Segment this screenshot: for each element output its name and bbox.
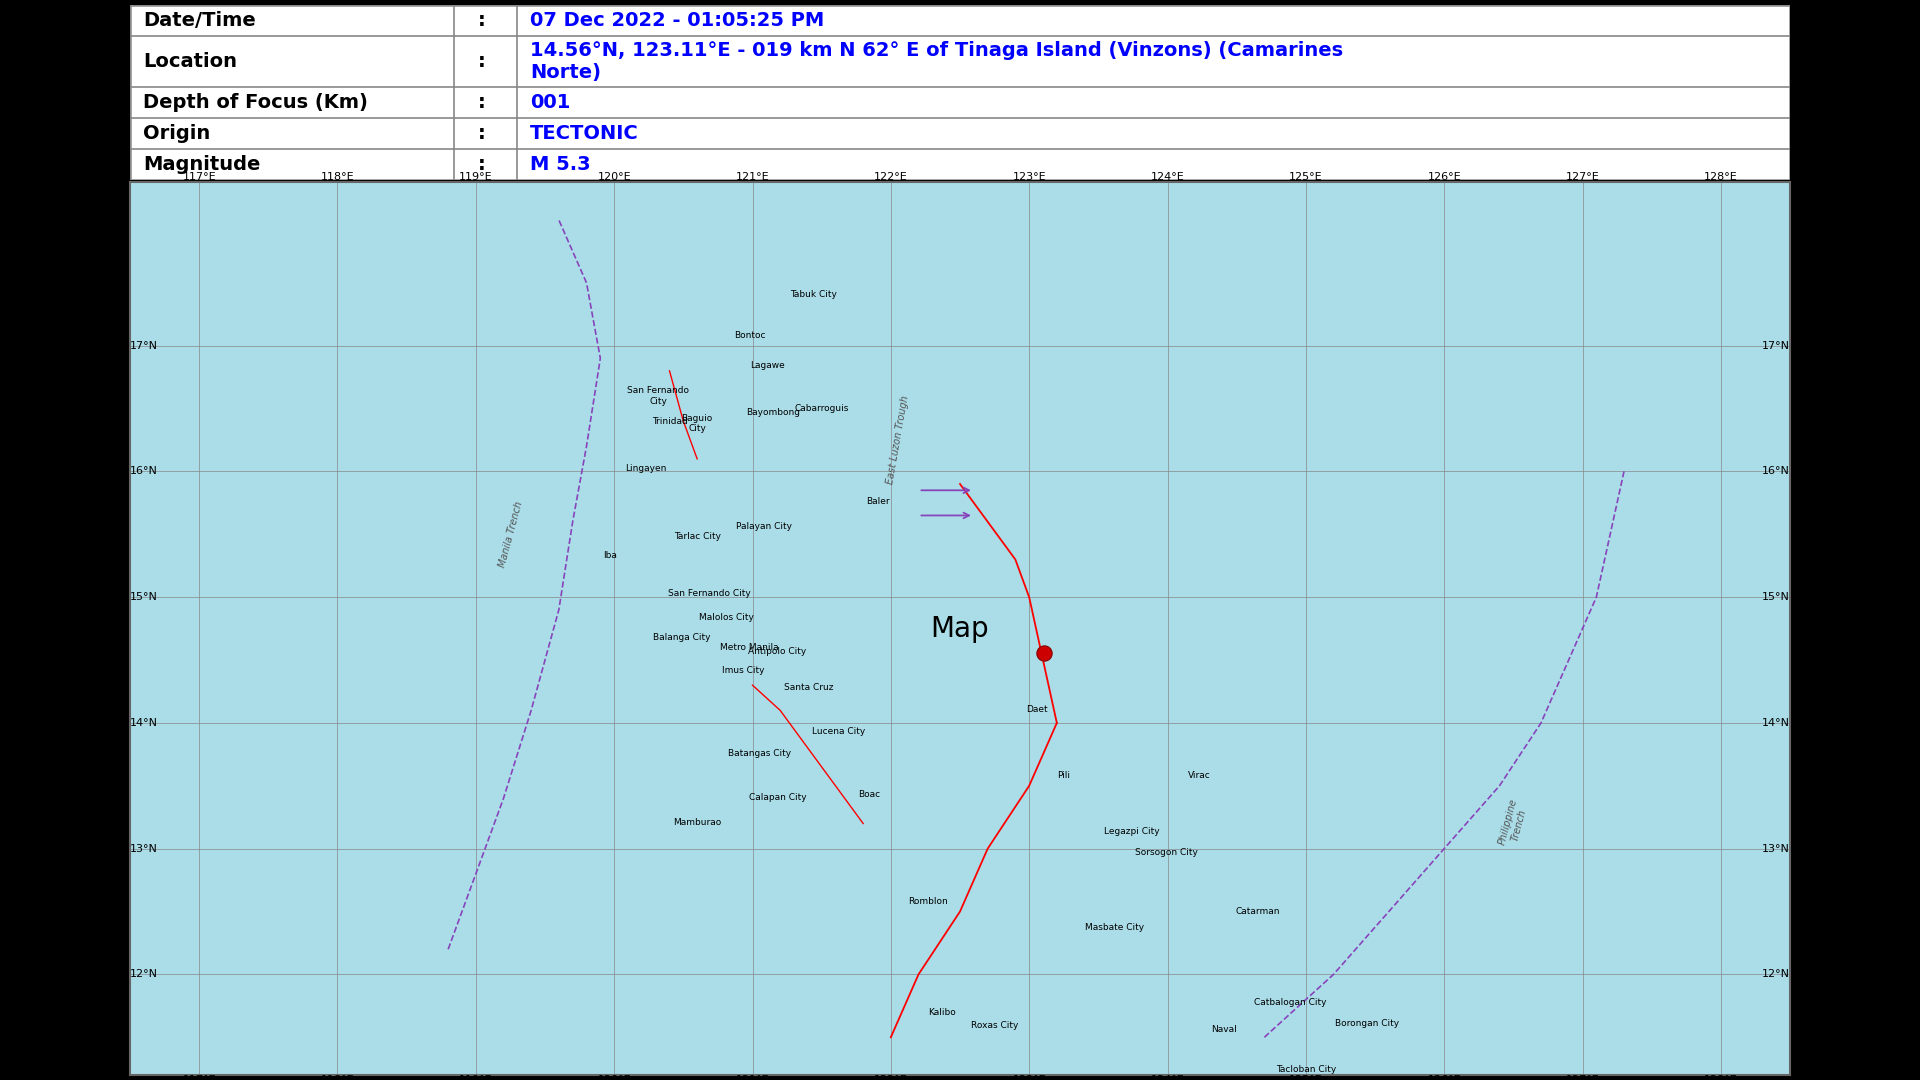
Text: 127°E: 127°E xyxy=(1565,1075,1599,1080)
Text: Virac: Virac xyxy=(1188,771,1212,780)
Text: :: : xyxy=(478,154,486,174)
Text: Romblon: Romblon xyxy=(908,897,948,906)
Text: 121°E: 121°E xyxy=(735,172,770,183)
Text: Kalibo: Kalibo xyxy=(927,1008,956,1016)
Text: 127°E: 127°E xyxy=(1565,172,1599,183)
Text: 117°E: 117°E xyxy=(182,172,215,183)
Text: 122°E: 122°E xyxy=(874,172,908,183)
Text: Cabarroguis: Cabarroguis xyxy=(795,404,849,413)
Text: 119°E: 119°E xyxy=(459,172,493,183)
Text: 124°E: 124°E xyxy=(1150,1075,1185,1080)
Text: Lagawe: Lagawe xyxy=(751,362,785,370)
Text: :: : xyxy=(478,124,486,143)
Text: 12°N: 12°N xyxy=(1763,970,1789,980)
Text: 07 Dec 2022 - 01:05:25 PM: 07 Dec 2022 - 01:05:25 PM xyxy=(530,11,824,30)
Text: 120°E: 120°E xyxy=(597,1075,632,1080)
Text: Date/Time: Date/Time xyxy=(144,11,255,30)
Text: M 5.3: M 5.3 xyxy=(530,154,591,174)
Text: Sorsogon City: Sorsogon City xyxy=(1135,848,1198,856)
Text: Bontoc: Bontoc xyxy=(733,332,766,340)
Text: 13°N: 13°N xyxy=(131,843,157,853)
Text: 120°E: 120°E xyxy=(597,172,632,183)
Text: Naval: Naval xyxy=(1212,1025,1236,1035)
Text: Baguio
City: Baguio City xyxy=(682,414,712,433)
Text: 125°E: 125°E xyxy=(1288,172,1323,183)
Text: 117°E: 117°E xyxy=(182,1075,215,1080)
Text: Legazpi City: Legazpi City xyxy=(1104,826,1160,836)
Text: Calapan City: Calapan City xyxy=(749,793,806,801)
Text: 118°E: 118°E xyxy=(321,172,355,183)
Text: 14°N: 14°N xyxy=(1763,718,1789,728)
Text: Metro Manila: Metro Manila xyxy=(720,643,780,652)
Text: East Luzon Trough: East Luzon Trough xyxy=(885,395,910,485)
Text: 15°N: 15°N xyxy=(1763,592,1789,603)
Text: Tarlac City: Tarlac City xyxy=(674,532,720,541)
Text: 128°E: 128°E xyxy=(1703,172,1738,183)
Text: Malolos City: Malolos City xyxy=(699,612,755,622)
Text: 124°E: 124°E xyxy=(1150,172,1185,183)
Text: 17°N: 17°N xyxy=(1763,340,1789,351)
Text: 118°E: 118°E xyxy=(321,1075,355,1080)
Text: Lingayen: Lingayen xyxy=(626,464,666,473)
Text: 125°E: 125°E xyxy=(1288,1075,1323,1080)
Text: Imus City: Imus City xyxy=(722,665,764,675)
Text: 126°E: 126°E xyxy=(1427,1075,1461,1080)
Text: 001: 001 xyxy=(530,93,570,112)
Text: 12°N: 12°N xyxy=(131,970,157,980)
Text: Batangas City: Batangas City xyxy=(728,748,791,757)
Text: 122°E: 122°E xyxy=(874,1075,908,1080)
Text: Roxas City: Roxas City xyxy=(972,1022,1018,1030)
Text: Location: Location xyxy=(144,52,238,71)
Text: Bayombong: Bayombong xyxy=(747,408,801,417)
Text: Map: Map xyxy=(931,615,989,643)
Text: 16°N: 16°N xyxy=(131,467,157,476)
Text: 16°N: 16°N xyxy=(1763,467,1789,476)
Text: Iba: Iba xyxy=(603,551,616,561)
Text: :: : xyxy=(478,93,486,112)
Text: Santa Cruz: Santa Cruz xyxy=(785,684,833,692)
Text: Palayan City: Palayan City xyxy=(735,523,791,531)
Text: Magnitude: Magnitude xyxy=(144,154,261,174)
Text: 13°N: 13°N xyxy=(1763,843,1789,853)
Text: Depth of Focus (Km): Depth of Focus (Km) xyxy=(144,93,369,112)
Text: Tacloban City: Tacloban City xyxy=(1275,1066,1336,1075)
Text: Pili: Pili xyxy=(1058,771,1069,780)
Text: Catarman: Catarman xyxy=(1235,907,1279,916)
Text: Philippine
Trench: Philippine Trench xyxy=(1498,798,1530,849)
Text: Daet: Daet xyxy=(1027,704,1048,714)
Text: :: : xyxy=(478,11,486,30)
Text: Mamburao: Mamburao xyxy=(674,818,722,827)
Text: 126°E: 126°E xyxy=(1427,172,1461,183)
Text: 121°E: 121°E xyxy=(735,1075,770,1080)
Text: Manila Trench: Manila Trench xyxy=(497,500,524,568)
Text: Masbate City: Masbate City xyxy=(1085,923,1144,932)
Text: TECTONIC: TECTONIC xyxy=(530,124,639,143)
Text: 14°N: 14°N xyxy=(131,718,157,728)
Text: 119°E: 119°E xyxy=(459,1075,493,1080)
Text: Lucena City: Lucena City xyxy=(812,727,864,737)
Text: Balanga City: Balanga City xyxy=(653,633,710,642)
Text: Baler: Baler xyxy=(866,497,889,507)
Text: 123°E: 123°E xyxy=(1012,1075,1046,1080)
Text: 15°N: 15°N xyxy=(131,592,157,603)
Text: Trinidad: Trinidad xyxy=(651,417,687,426)
Text: San Fernando City: San Fernando City xyxy=(668,589,751,598)
Text: 123°E: 123°E xyxy=(1012,172,1046,183)
Text: San Fernando
City: San Fernando City xyxy=(628,387,689,406)
Text: Catbalogan City: Catbalogan City xyxy=(1254,998,1327,1007)
Text: :: : xyxy=(478,52,486,71)
Text: Boac: Boac xyxy=(858,791,879,799)
Text: Tabuk City: Tabuk City xyxy=(789,289,837,299)
Text: 14.56°N, 123.11°E - 019 km N 62° E of Tinaga Island (Vinzons) (Camarines: 14.56°N, 123.11°E - 019 km N 62° E of Ti… xyxy=(530,41,1344,59)
Text: Origin: Origin xyxy=(144,124,211,143)
Text: 128°E: 128°E xyxy=(1703,1075,1738,1080)
Text: Borongan City: Borongan City xyxy=(1334,1018,1400,1028)
Text: Norte): Norte) xyxy=(530,64,601,82)
Text: 17°N: 17°N xyxy=(131,340,157,351)
Text: Antipolo City: Antipolo City xyxy=(749,647,806,656)
